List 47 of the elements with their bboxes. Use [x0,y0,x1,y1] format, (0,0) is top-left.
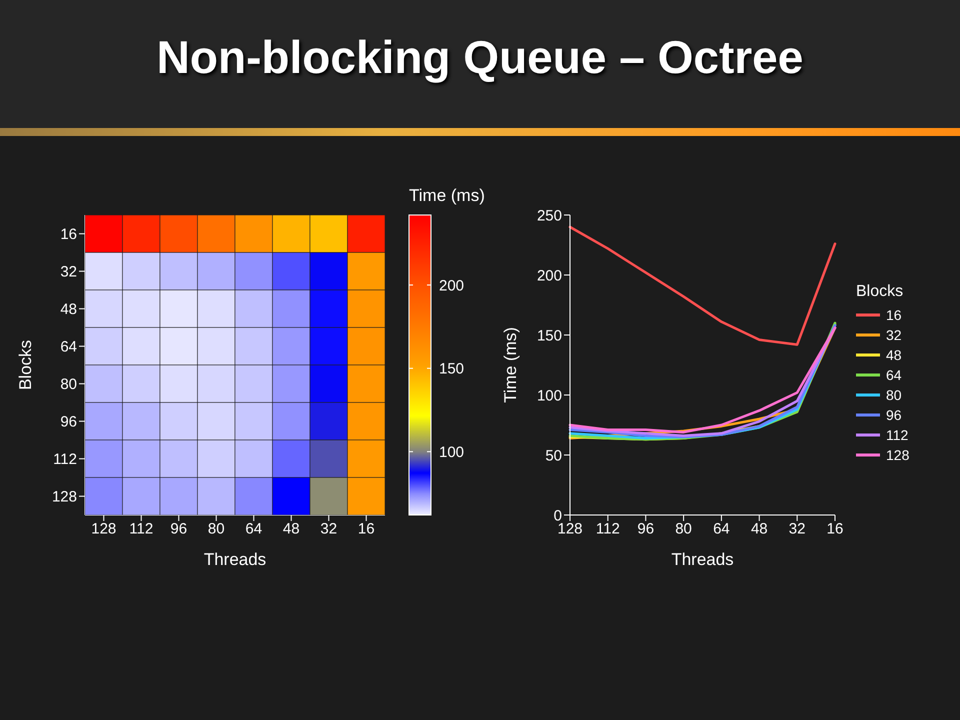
x-tick-label: 80 [675,520,692,538]
y-tick-label: 64 [60,338,77,356]
y-tick-label: 112 [53,451,77,468]
x-tick-label: 32 [320,520,338,538]
x-tick-label: 112 [596,520,620,538]
y-tick-label: 250 [536,207,562,224]
x-tick-label: 80 [208,520,225,538]
y-tick-label: 50 [545,447,562,464]
x-tick-label: 128 [91,520,116,538]
y-axis-title: Blocks [16,340,36,390]
y-tick-label: 200 [536,267,562,284]
y-tick-label: 48 [60,301,77,318]
legend-title: Blocks [856,283,904,301]
y-tick-label: 100 [536,387,562,404]
x-tick-label: 48 [282,520,300,538]
x-tick-label: 64 [245,520,262,538]
legend-label: 128 [886,447,910,463]
x-tick-label: 32 [788,520,806,538]
y-tick-label: 80 [60,376,77,394]
legend-label: 80 [886,387,902,403]
y-tick-label: 32 [60,264,77,281]
text: Non-blocking Queue – Octree [156,30,804,84]
color-bar-label: 100 [439,444,464,461]
legend-label: 16 [886,307,902,323]
legend-label: 96 [886,407,902,423]
color-bar-label: 200 [439,277,464,294]
x-tick-label: 48 [750,520,768,538]
legend-label: 48 [886,347,902,363]
x-tick-label: 96 [637,520,654,538]
x-tick-label: 16 [358,520,375,538]
x-axis-title: Threads [671,550,734,569]
y-tick-label: 96 [60,414,77,431]
x-tick-label: 64 [713,520,730,538]
y-axis-title: Time (ms) [501,327,520,403]
line-series [568,226,836,346]
legend-label: 32 [886,327,902,343]
y-tick-label: 16 [60,226,77,244]
y-tick-label: 128 [52,488,77,506]
x-tick-label: 112 [129,520,154,538]
color-bar-label: 150 [439,360,464,378]
color-bar-title: Time (ms) [409,186,485,205]
legend-label: 112 [886,427,908,443]
legend-label: 64 [886,367,902,383]
x-tick-label: 16 [826,520,844,538]
x-axis-title: Threads [204,550,266,569]
y-tick-label: 150 [536,327,562,344]
x-tick-label: 96 [170,520,188,538]
